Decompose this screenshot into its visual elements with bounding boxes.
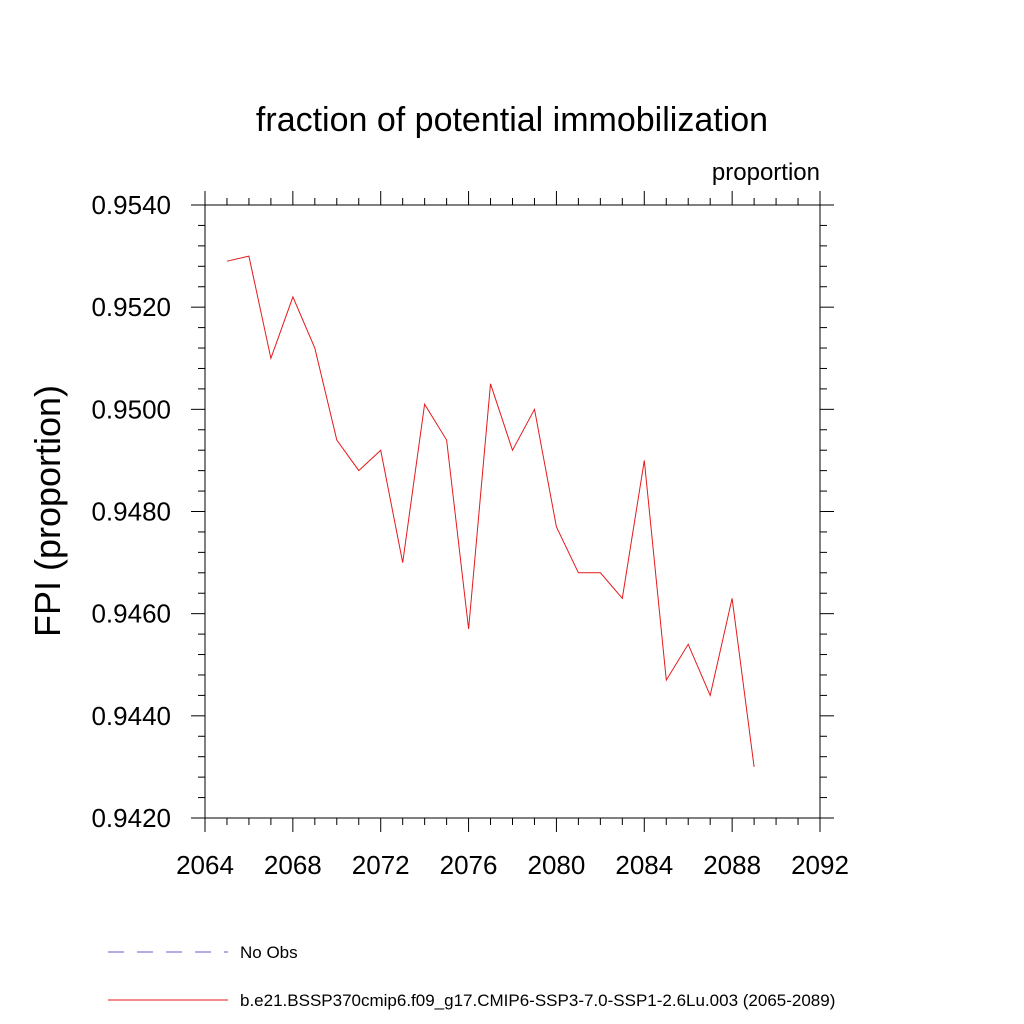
series-line-0 <box>226 255 755 767</box>
x-tick-label: 2088 <box>703 850 761 880</box>
y-tick-label: 0.9520 <box>91 292 171 322</box>
plot-border <box>204 204 821 819</box>
y-tick-label: 0.9540 <box>91 190 171 220</box>
series-layer <box>226 255 755 767</box>
y-tick-label: 0.9440 <box>91 701 171 731</box>
y-tick-label: 0.9420 <box>91 803 171 833</box>
x-tick-label: 2068 <box>264 850 322 880</box>
legend-label-1: b.e21.BSSP370cmip6.f09_g17.CMIP6-SSP3-7.… <box>240 991 835 1010</box>
x-tick-label: 2084 <box>615 850 673 880</box>
y-tick-label: 0.9500 <box>91 394 171 424</box>
legend: No Obs b.e21.BSSP370cmip6.f09_g17.CMIP6-S… <box>108 943 835 1010</box>
plot-frame <box>204 204 821 819</box>
x-tick-label: 2092 <box>791 850 849 880</box>
x-tick-label: 2072 <box>352 850 410 880</box>
y-tick-label: 0.9480 <box>91 497 171 527</box>
x-tick-label: 2080 <box>528 850 586 880</box>
x-tick-label: 2076 <box>440 850 498 880</box>
axis-ticks <box>191 191 834 832</box>
legend-label-0: No Obs <box>240 943 298 962</box>
y-axis-label: FPI (proportion) <box>27 385 68 637</box>
y-tick-label: 0.9460 <box>91 599 171 629</box>
x-tick-label: 2064 <box>176 850 234 880</box>
chart-title: fraction of potential immobilization <box>256 101 768 139</box>
units-label: proportion <box>712 159 820 186</box>
axis-tick-labels: 2064 2068 2072 2076 2080 2084 2088 2092 0.9420 0.… <box>91 190 848 880</box>
